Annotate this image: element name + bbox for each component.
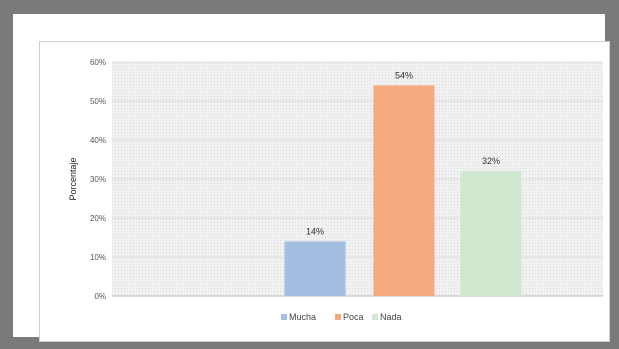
y-tick-label: 10% — [90, 253, 106, 262]
y-axis-ticks: 0% 10% 20% 30% 40% 50% 60% — [90, 58, 106, 301]
y-tick-label: 60% — [90, 58, 106, 67]
data-label: 14% — [306, 226, 324, 236]
bars — [284, 85, 522, 297]
chart-container: 0% 10% 20% 30% 40% 50% 60% 14% 54% 32% Porcentaj… — [39, 41, 610, 342]
data-label: 54% — [395, 70, 413, 80]
legend-label: Nada — [380, 312, 402, 322]
gridlines — [112, 61, 603, 297]
bar-nada — [460, 171, 522, 296]
bar-poca — [373, 85, 435, 297]
y-tick-label: 50% — [90, 97, 106, 106]
legend-label: Mucha — [289, 312, 316, 322]
legend-label: Poca — [343, 312, 364, 322]
legend-swatch — [281, 314, 287, 320]
y-tick-label: 40% — [90, 136, 106, 145]
data-label: 32% — [482, 156, 500, 166]
bar-mucha — [284, 241, 346, 296]
legend-swatch — [372, 314, 378, 320]
y-tick-label: 0% — [94, 292, 106, 301]
y-tick-label: 30% — [90, 175, 106, 184]
document-sheet: 0% 10% 20% 30% 40% 50% 60% 14% 54% 32% Porcentaj… — [13, 14, 610, 342]
legend-swatch — [335, 314, 341, 320]
y-tick-label: 20% — [90, 214, 106, 223]
legend: Mucha Poca Nada — [281, 312, 402, 322]
y-axis-label: Porcentaje — [68, 157, 78, 200]
bar-chart: 0% 10% 20% 30% 40% 50% 60% 14% 54% 32% Porcentaj… — [68, 58, 603, 322]
data-labels: 14% 54% 32% — [306, 70, 500, 236]
